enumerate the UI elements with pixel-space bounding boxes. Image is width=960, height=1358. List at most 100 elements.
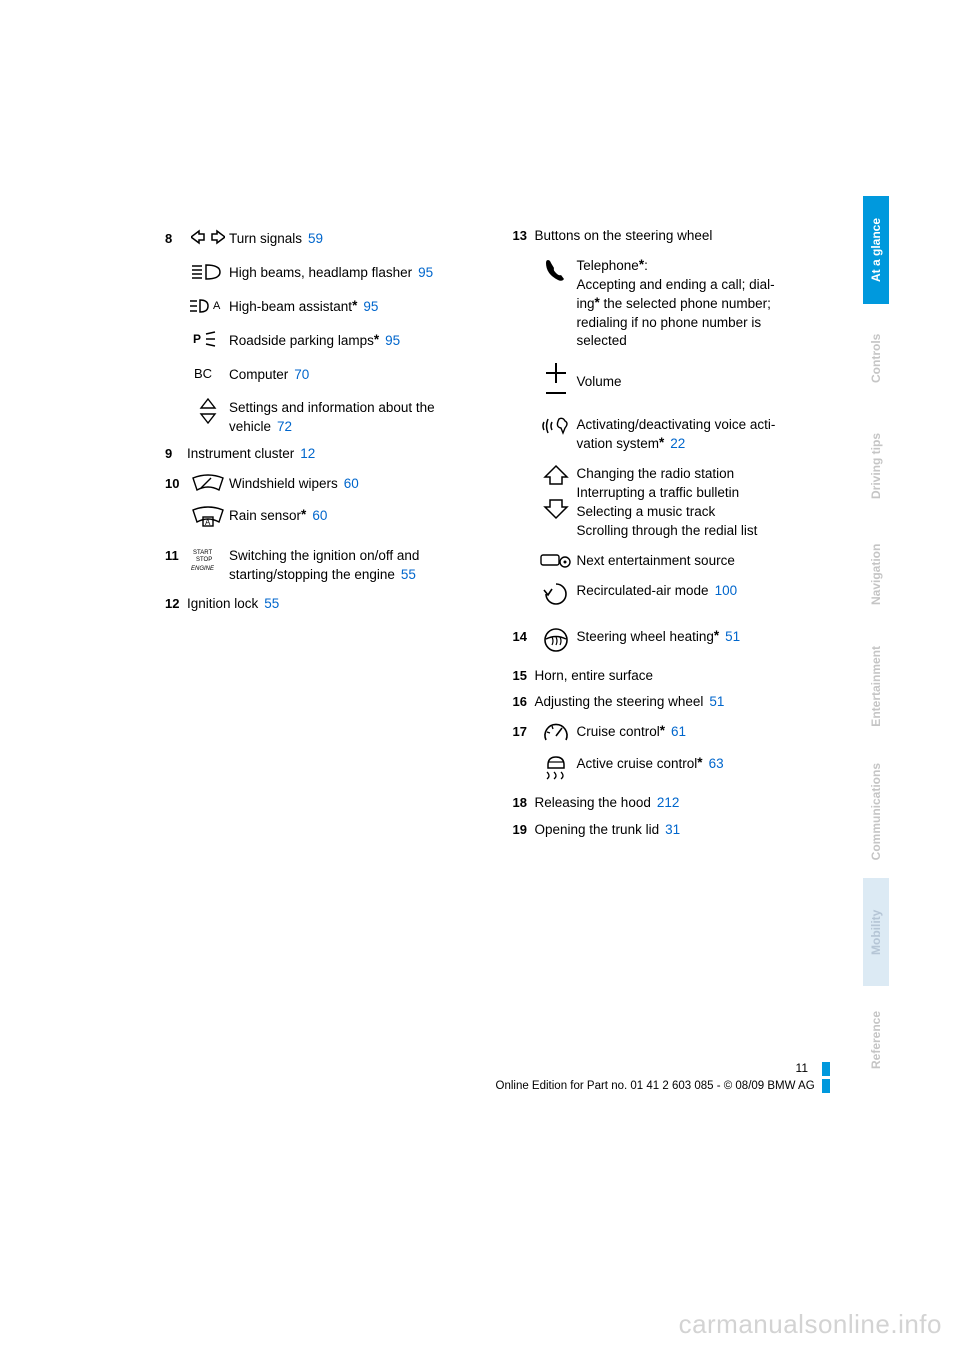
svg-text:A: A [213,300,221,312]
row-volume: Volume [513,359,831,397]
page-ref[interactable]: 31 [665,822,680,837]
tab-communications[interactable]: Communications [863,745,889,878]
tab-mobility[interactable]: Mobility [863,878,889,986]
label: Instrument cluster [187,446,294,461]
cruise-icon [535,720,577,744]
row-cruise: 17 Cruise control*61 [513,720,831,744]
start-stop-icon: STARTSTOPENGINE [187,544,229,574]
label: Ignition lock [187,596,258,611]
text: Turn signals59 [229,227,483,249]
page-footer: 11 Online Edition for Part no. 01 41 2 6… [0,1061,830,1093]
page-ref[interactable]: 95 [418,265,433,280]
tel-e: redialing if no phone number is [577,315,762,330]
text: Volume [577,359,831,392]
page-ref[interactable]: 51 [709,694,724,709]
label: Roadside parking lamps [229,333,374,348]
page-ref[interactable]: 22 [670,436,685,451]
tab-at-a-glance[interactable]: At a glance [863,196,889,304]
rain-sensor-icon: A [187,504,229,528]
label: High beams, headlamp flasher [229,265,412,280]
page-ref[interactable]: 212 [657,795,680,810]
text: High-beam assistant*95 [229,295,483,317]
text: Cruise control*61 [577,720,831,742]
text: Windshield wipers60 [229,472,483,494]
text: Settings and information about the vehic… [229,396,483,437]
rb: Interrupting a traffic bulletin [577,485,740,500]
text: Switching the ignition on/off and starti… [229,544,483,585]
row-ignition: 11 STARTSTOPENGINE Switching the ignitio… [165,544,483,585]
label: Buttons on the steering wheel [535,228,713,243]
item-number: 14 [513,625,535,644]
label: Cruise control [577,724,660,739]
text: Buttons on the steering wheel [535,227,831,246]
page-ref[interactable]: 63 [709,756,724,771]
source-icon [535,549,577,569]
row-high-beams: High beams, headlamp flasher 95 [165,261,483,283]
page-ref[interactable]: 60 [344,476,359,491]
tab-navigation[interactable]: Navigation [863,520,889,628]
item-number: 13 [513,227,535,243]
page-ref[interactable]: 70 [294,367,309,382]
item-number: 12 [165,595,187,611]
label: Volume [577,374,622,389]
row-parking-lamps: P Roadside parking lamps*95 [165,329,483,351]
text: Telephone*: Accepting and ending a call;… [577,254,831,351]
page-ref[interactable]: 55 [401,567,416,582]
page-ref[interactable]: 95 [363,299,378,314]
page-ref[interactable]: 95 [385,333,400,348]
label: Opening the trunk lid [535,822,660,837]
page-ref[interactable]: 72 [277,419,292,434]
label-b: vehicle [229,419,271,434]
item-number: 8 [165,227,187,246]
sw-heat-icon [535,625,577,653]
tab-reference[interactable]: Reference [863,986,889,1094]
page-ref[interactable]: 100 [715,583,738,598]
label: Computer [229,367,288,382]
text: Computer 70 [229,363,483,385]
rd: Scrolling through the redial list [577,523,758,538]
label: Telephone [577,258,639,273]
label-b: starting/stopping the engine [229,567,395,582]
row-settings: Settings and information about the vehic… [165,396,483,437]
left-column: 8 Turn signals59 High beams, headlamp fl… [165,227,483,848]
text: Horn, entire surface [535,667,831,686]
page-ref[interactable]: 51 [725,629,740,644]
footer-text: Online Edition for Part no. 01 41 2 603 … [496,1080,815,1092]
text: Recirculated-air mode 100 [577,579,831,601]
page-ref[interactable]: 55 [264,596,279,611]
tab-entertainment[interactable]: Entertainment [863,628,889,745]
parking-lamp-icon: P [187,329,229,347]
page-ref[interactable]: 61 [671,724,686,739]
ra: Changing the radio station [577,466,735,481]
text: Next entertainment source [577,549,831,571]
label: Next entertainment source [577,553,735,568]
tel-d: the selected phone number; [600,296,771,311]
label: Releasing the hood [535,795,651,810]
page-ref[interactable]: 60 [312,508,327,523]
label: Active cruise control [577,756,698,771]
row-telephone: Telephone*: Accepting and ending a call;… [513,254,831,351]
label-a: Switching the ignition on/off and [229,548,419,563]
acc-icon [535,752,577,780]
text: Changing the radio station Interrupting … [577,462,831,541]
text: Ignition lock 55 [187,595,483,614]
tab-driving-tips[interactable]: Driving tips [863,412,889,520]
row-acc: Active cruise control*63 [513,752,831,780]
text: High beams, headlamp flasher 95 [229,261,483,283]
svg-text:BC: BC [194,366,212,381]
recirc-icon [535,579,577,607]
item-number: 11 [165,544,187,563]
turn-signal-icon [187,227,229,245]
toggle-icon [187,396,229,424]
page-ref[interactable]: 59 [308,231,323,246]
tel-b: Accepting and ending a call; dial- [577,277,775,292]
item-number: 16 [513,693,535,709]
row-adjust: 16 Adjusting the steering wheel51 [513,693,831,712]
row-voice: Activating/deactivating voice acti- vati… [513,413,831,454]
label: Recirculated-air mode [577,583,709,598]
hba-icon: A [187,295,229,315]
page-ref[interactable]: 12 [300,446,315,461]
tab-controls[interactable]: Controls [863,304,889,412]
label: Rain sensor [229,508,301,523]
label-b: vation system [577,436,660,451]
